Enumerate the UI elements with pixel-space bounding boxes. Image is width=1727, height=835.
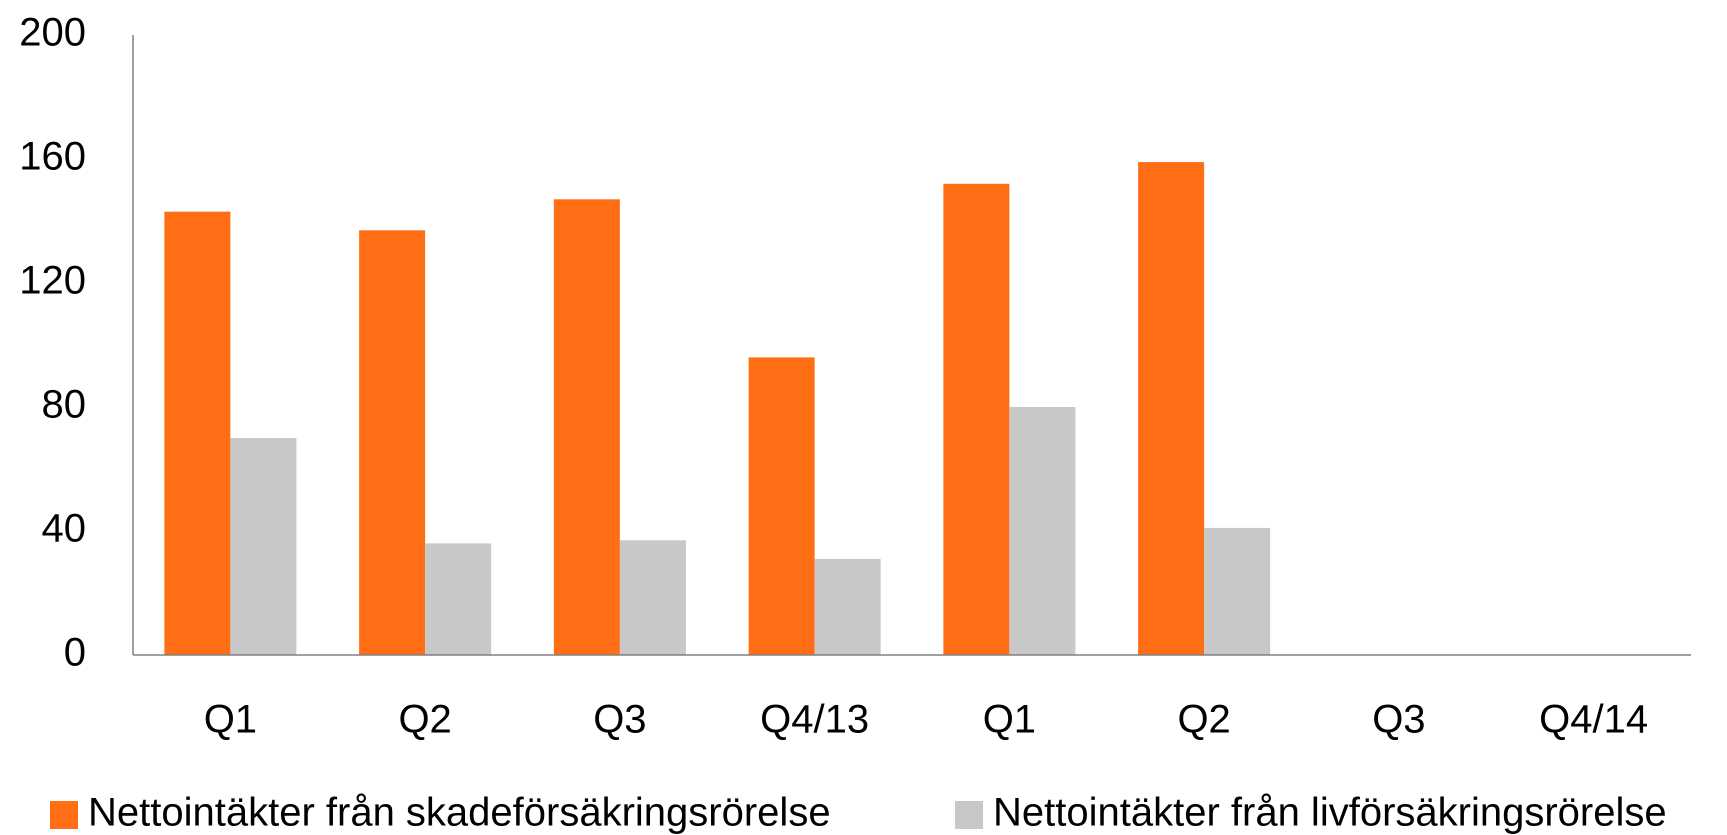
- bar: [814, 558, 881, 655]
- legend-label: Nettointäkter från livförsäkringsrörelse: [993, 791, 1667, 835]
- bar: [164, 211, 231, 655]
- y-tick-label: 0: [64, 631, 86, 675]
- y-tick-label: 120: [19, 259, 86, 303]
- y-tick-label: 80: [42, 383, 87, 427]
- legend-swatch: [50, 801, 78, 829]
- bar: [359, 230, 426, 656]
- x-tick-label: Q4/13: [760, 698, 869, 742]
- x-tick-label: Q3: [1372, 698, 1425, 742]
- x-tick-label: Q2: [1177, 698, 1230, 742]
- bar: [943, 183, 1010, 656]
- bar: [619, 540, 686, 655]
- bar: [748, 357, 815, 655]
- bar: [1009, 407, 1076, 655]
- x-tick-label: Q1: [204, 698, 257, 742]
- y-tick-label: 160: [19, 135, 86, 179]
- x-tick-label: Q1: [983, 698, 1036, 742]
- bar: [230, 438, 297, 655]
- x-tick-label: Q2: [398, 698, 451, 742]
- bar: [1138, 162, 1205, 655]
- x-tick-label: Q3: [593, 698, 646, 742]
- legend-label: Nettointäkter från skadeförsäkringsrörel…: [88, 791, 831, 835]
- bar: [1204, 527, 1271, 655]
- y-tick-label: 200: [19, 11, 86, 55]
- y-tick-label: 40: [42, 507, 87, 551]
- bar: [425, 543, 492, 655]
- x-tick-label: Q4/14: [1539, 698, 1648, 742]
- legend-swatch: [955, 801, 983, 829]
- bar: [553, 199, 620, 656]
